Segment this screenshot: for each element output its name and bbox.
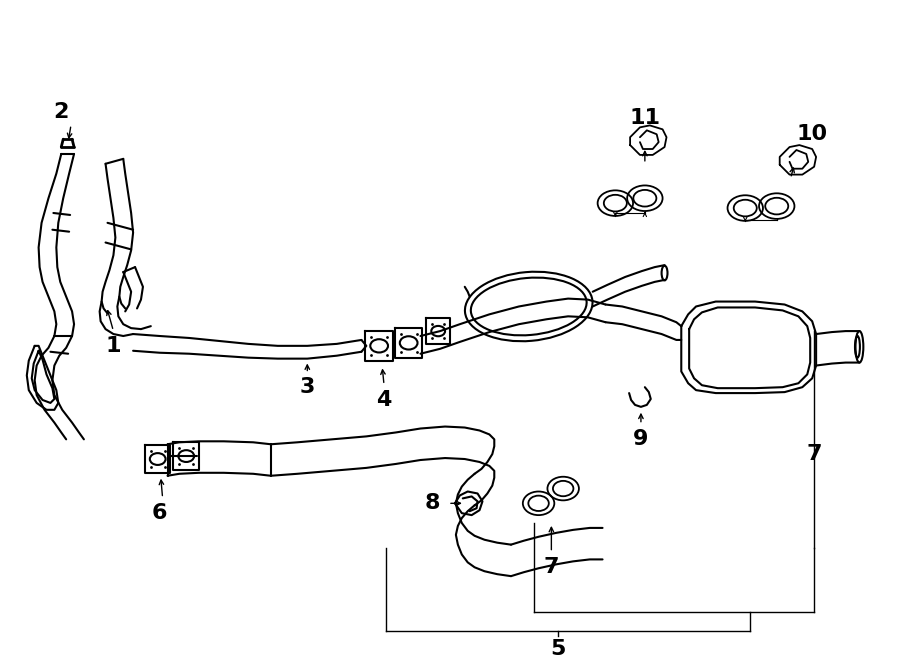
Text: 2: 2 [54, 102, 69, 122]
Text: 6: 6 [152, 503, 167, 523]
Text: 7: 7 [806, 444, 822, 464]
Text: 5: 5 [551, 639, 566, 659]
Text: 4: 4 [376, 390, 392, 410]
Text: 1: 1 [105, 336, 122, 356]
Text: 11: 11 [629, 108, 661, 128]
Text: 8: 8 [425, 493, 440, 514]
Text: 9: 9 [634, 430, 649, 449]
Text: 7: 7 [544, 557, 559, 577]
Text: 3: 3 [300, 377, 315, 397]
Text: 10: 10 [796, 124, 828, 144]
